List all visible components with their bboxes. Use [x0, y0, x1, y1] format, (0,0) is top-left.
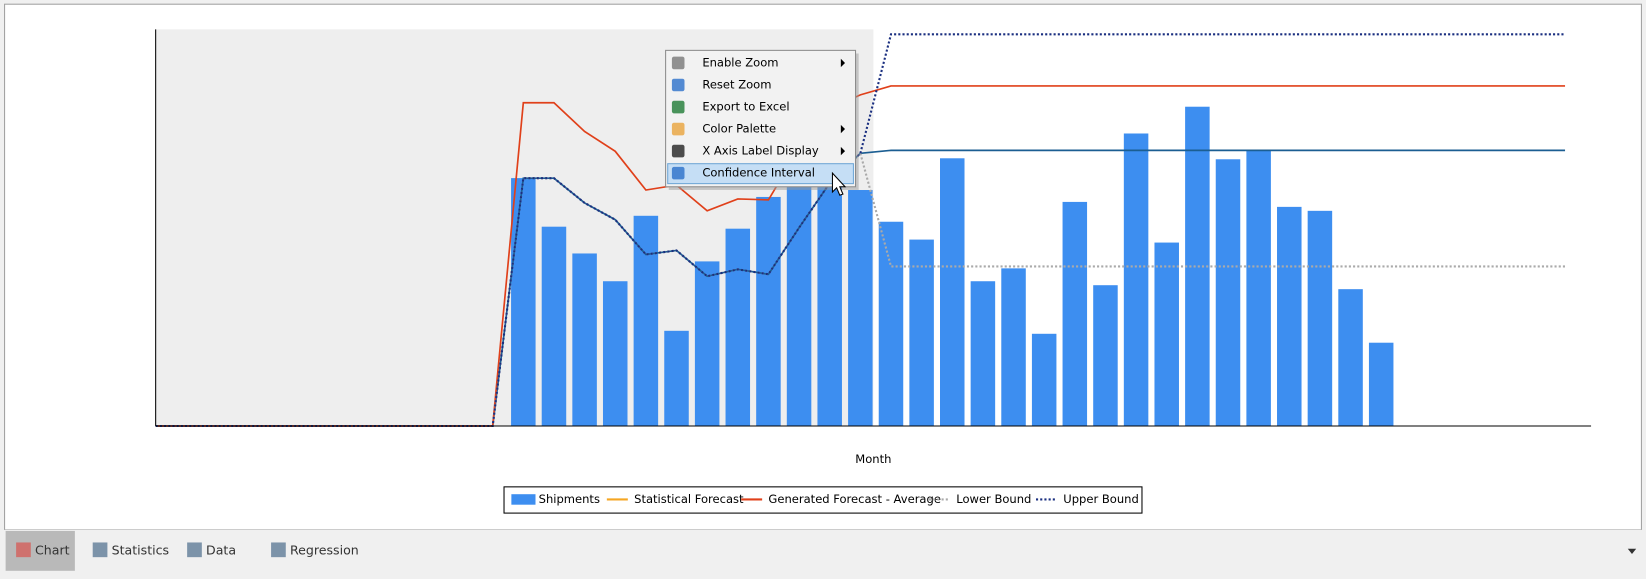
bar: [1062, 201, 1088, 427]
tab-label[interactable]: Statistics: [112, 542, 170, 557]
legend-label: Generated Forecast - Average: [768, 492, 940, 506]
bar: [909, 239, 934, 427]
tab-label[interactable]: Chart: [35, 542, 70, 557]
bar: [1123, 133, 1149, 427]
cursor: [831, 171, 847, 196]
submenu-arrow: [840, 124, 846, 134]
bar: [694, 261, 720, 427]
bar: [1001, 268, 1026, 427]
bar: [786, 183, 812, 427]
tab-label[interactable]: Regression: [290, 542, 359, 557]
legend-label: Shipments: [539, 492, 600, 506]
submenu-arrow: [840, 146, 846, 156]
legend-label: Lower Bound: [956, 492, 1031, 506]
bar: [602, 281, 628, 427]
menu-item[interactable]: Export to Excel: [702, 100, 789, 114]
legend-label: Statistical Forecast: [634, 492, 744, 506]
bar: [572, 253, 597, 427]
tab-icon: [271, 542, 286, 558]
menu-item[interactable]: Confidence Interval: [702, 166, 815, 180]
menu-highlight: [667, 163, 854, 185]
tab-icon: [92, 542, 108, 558]
bar: [756, 196, 781, 427]
bar: [848, 190, 873, 427]
legend-swatch: [511, 494, 536, 505]
bar: [1338, 289, 1363, 427]
menu-icon: [671, 56, 685, 70]
bar: [511, 178, 536, 427]
tab-label[interactable]: Data: [206, 542, 236, 557]
bar: [970, 281, 996, 427]
menu-icon: [671, 100, 685, 114]
tab-bar: [0, 529, 1646, 575]
menu-icon: [671, 144, 685, 158]
bar: [1246, 150, 1271, 427]
legend-items: Shipments Statistical Forecast Generated F…: [511, 492, 1139, 506]
bar: [878, 221, 904, 427]
dropdown-arrow[interactable]: [1627, 548, 1637, 555]
bar: [633, 215, 659, 427]
bar: [1307, 210, 1333, 427]
menu-item[interactable]: X Axis Label Display: [702, 144, 819, 158]
tab-icon: [16, 542, 31, 558]
bar: [1031, 333, 1057, 427]
menu-item[interactable]: Enable Zoom: [702, 55, 778, 69]
menu-icon: [671, 122, 685, 136]
bar: [1093, 285, 1118, 427]
bar: [940, 158, 965, 427]
menu-icon: [671, 166, 685, 180]
bar: [817, 173, 842, 427]
menu-item[interactable]: Reset Zoom: [702, 77, 771, 91]
tabs: Chart Statistics Data Regression: [5, 530, 359, 571]
menu-icon: [671, 78, 685, 92]
menu-item[interactable]: Color Palette: [702, 122, 776, 136]
tab-icon: [187, 542, 202, 558]
bar: [1215, 159, 1241, 427]
bar: [1368, 342, 1394, 427]
bar: [1185, 106, 1210, 427]
plot: [155, 33, 1592, 428]
context-menu: Enable Zoom Reset Zoom Export to Excel Colo…: [665, 49, 859, 196]
legend-label: Upper Bound: [1063, 492, 1138, 506]
bar: [725, 228, 751, 427]
bar: [664, 330, 689, 427]
bar: [1154, 242, 1179, 427]
bar: [541, 226, 567, 427]
x-axis-label: Month: [855, 452, 891, 466]
bar: [1277, 206, 1302, 427]
submenu-arrow: [840, 58, 846, 68]
